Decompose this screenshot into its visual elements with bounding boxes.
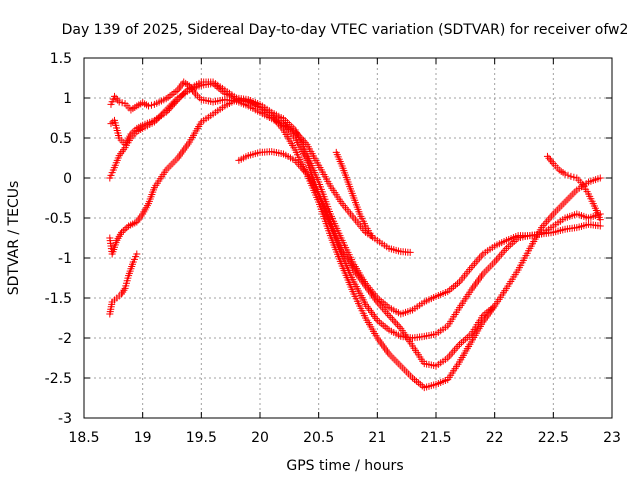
data-point xyxy=(450,346,458,354)
data-point xyxy=(545,154,553,162)
y-tick-label: -2 xyxy=(58,331,72,347)
data-point xyxy=(452,344,460,352)
data-point xyxy=(449,348,457,356)
series-track-h xyxy=(543,152,604,224)
x-tick-label: 19.5 xyxy=(186,430,217,446)
data-point xyxy=(107,120,115,128)
data-point xyxy=(390,317,398,325)
data-point xyxy=(469,262,477,270)
y-tick-label: -2.5 xyxy=(45,371,72,387)
data-point xyxy=(499,248,507,256)
data-point xyxy=(541,220,549,228)
data-point xyxy=(596,222,604,230)
y-tick-label: 1.5 xyxy=(50,51,72,67)
y-tick-label: -1.5 xyxy=(45,291,72,307)
y-tick-label: -3 xyxy=(58,411,72,427)
x-tick-label: 22.5 xyxy=(538,430,569,446)
data-point xyxy=(167,103,175,111)
data-point xyxy=(471,260,479,268)
plot-frame xyxy=(83,57,613,419)
series-track-d xyxy=(106,96,604,392)
x-tick-label: 19 xyxy=(134,430,152,446)
data-point xyxy=(567,172,575,180)
data-point xyxy=(406,248,414,256)
data-point xyxy=(395,323,403,331)
data-point xyxy=(115,98,123,106)
data-point xyxy=(119,227,127,235)
data-point xyxy=(501,246,509,254)
axis-ticks: 18.5 19 19.5 20 20.5 21 21.5 22 22.5 23 1.5 1 0.5 0 -0… xyxy=(45,51,621,446)
data-point xyxy=(388,315,396,323)
data-point xyxy=(385,312,393,320)
data-point xyxy=(539,222,547,230)
data-point xyxy=(596,216,604,224)
data-point xyxy=(147,101,155,109)
data-point xyxy=(118,228,126,236)
series-track-f xyxy=(235,148,499,370)
x-axis-label: GPS time / hours xyxy=(286,458,403,474)
x-tick-label: 22 xyxy=(486,430,504,446)
data-point xyxy=(474,256,482,264)
chart-title: Day 139 of 2025, Sidereal Day-to-day VTE… xyxy=(62,22,629,38)
data-point xyxy=(133,250,141,258)
y-tick-label: 0 xyxy=(63,171,72,187)
data-point xyxy=(476,254,484,262)
series-track-a xyxy=(107,78,414,256)
series-track-g xyxy=(332,148,375,240)
data-point xyxy=(301,139,309,147)
data-point xyxy=(497,250,505,258)
series-track-c xyxy=(106,80,604,342)
data-marks xyxy=(106,78,604,392)
data-point xyxy=(496,252,504,260)
data-point xyxy=(392,319,400,327)
x-tick-label: 20.5 xyxy=(303,430,334,446)
x-tick-label: 21.5 xyxy=(420,430,451,446)
data-point xyxy=(544,216,552,224)
data-point xyxy=(548,158,556,166)
y-tick-label: -0.5 xyxy=(45,211,72,227)
x-tick-label: 21 xyxy=(368,430,386,446)
x-tick-label: 20 xyxy=(251,430,269,446)
data-point xyxy=(447,350,455,358)
data-point xyxy=(494,254,502,262)
data-point xyxy=(118,99,126,107)
data-point xyxy=(492,256,500,264)
x-tick-label: 23 xyxy=(603,430,621,446)
data-point xyxy=(123,224,131,232)
data-point xyxy=(561,170,569,178)
data-point xyxy=(546,214,554,222)
data-point xyxy=(387,313,395,321)
data-point xyxy=(491,302,499,310)
data-point xyxy=(564,171,572,179)
data-point xyxy=(472,258,480,266)
x-tick-label: 18.5 xyxy=(68,430,99,446)
data-point xyxy=(121,225,129,233)
y-tick-label: 0.5 xyxy=(50,131,72,147)
data-point xyxy=(393,321,401,329)
data-point xyxy=(543,218,551,226)
data-point xyxy=(445,352,453,360)
data-point xyxy=(477,252,485,260)
data-point xyxy=(145,102,153,110)
y-tick-label: 1 xyxy=(63,91,72,107)
data-point xyxy=(596,174,604,182)
series-track-e xyxy=(106,250,141,318)
y-axis-label: SDTVAR / TECUs xyxy=(6,181,22,296)
data-point xyxy=(367,232,375,240)
data-point xyxy=(543,152,551,160)
y-tick-label: -1 xyxy=(58,251,72,267)
data-point xyxy=(546,156,554,164)
data-point xyxy=(383,310,391,318)
data-point xyxy=(570,173,578,181)
data-point xyxy=(454,342,462,350)
